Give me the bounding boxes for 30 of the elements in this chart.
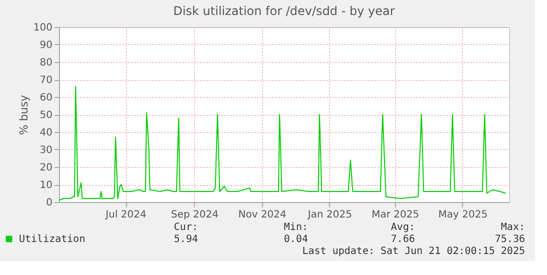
text: Last update: Sat Jun 21 02:00:15 2025 xyxy=(302,246,525,257)
y-tick-label: 60 xyxy=(40,92,52,104)
text: Cur: xyxy=(174,222,198,233)
y-tick-label: 50 xyxy=(40,110,52,121)
x-tick-label: Sep 2024 xyxy=(170,210,218,220)
text: 0.04 xyxy=(284,234,308,245)
y-tick-label: 30 xyxy=(40,145,52,156)
y-tick-label: 10 xyxy=(40,180,52,191)
x-tick-label: Jan 2025 xyxy=(306,210,352,220)
x-tick-label: Jul 2024 xyxy=(104,210,146,220)
legend-label: Utilization xyxy=(19,234,86,245)
text: Avg: xyxy=(390,222,415,233)
text: 7.66 xyxy=(390,234,415,245)
text: Max: xyxy=(500,222,525,233)
y-tick-label: 40 xyxy=(40,128,52,138)
text: 5.94 xyxy=(174,234,198,245)
line-series xyxy=(58,86,506,201)
text: 75.36 xyxy=(494,234,525,245)
y-tick-label: 20 xyxy=(40,162,52,174)
y-tick-label: 90 xyxy=(40,40,52,51)
y-tick-label: 70 xyxy=(40,75,52,86)
chart-title: Disk utilization for /dev/sdd - by year xyxy=(173,4,395,18)
y-tick-label: 0 xyxy=(46,198,52,208)
y-tick-label: 100 xyxy=(33,22,52,34)
x-tick-label: May 2025 xyxy=(438,210,488,220)
x-tick-label: Nov 2024 xyxy=(238,210,286,220)
y-tick-label: 80 xyxy=(40,58,52,68)
x-tick-label: Mar 2025 xyxy=(372,210,420,220)
text: Min: xyxy=(284,222,308,233)
y-axis-title: % busy xyxy=(17,94,30,136)
